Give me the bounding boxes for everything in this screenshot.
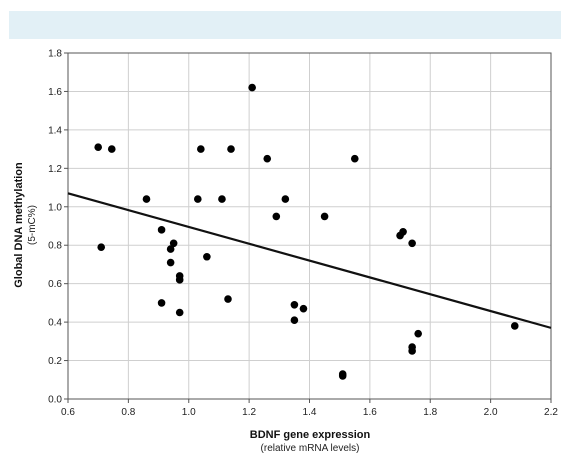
x-tick-label: 1.4 xyxy=(303,407,317,418)
data-point xyxy=(510,322,519,330)
data-point xyxy=(290,301,299,309)
data-point xyxy=(320,212,329,221)
data-points xyxy=(94,83,519,380)
data-point xyxy=(94,143,102,151)
data-point xyxy=(166,245,175,253)
y-tick-label: 1.4 xyxy=(48,125,62,136)
data-point xyxy=(97,243,106,251)
trend-line xyxy=(67,192,552,329)
x-axis-ticks: 0.6 0.8 1.0 1.2 1.4 1.6 1.8 2.0 2.2 xyxy=(61,399,558,418)
data-point xyxy=(218,195,226,203)
data-point xyxy=(203,252,211,261)
data-point xyxy=(263,154,272,163)
x-tick-label: 2.2 xyxy=(544,407,558,418)
y-tick-label: 0.0 xyxy=(48,395,62,406)
x-tick-label: 2.0 xyxy=(484,407,498,418)
y-tick-label: 1.2 xyxy=(48,164,62,175)
data-point xyxy=(414,329,422,338)
data-point xyxy=(227,145,235,153)
data-point xyxy=(107,145,116,153)
data-point xyxy=(157,226,166,234)
y-tick-label: 1.0 xyxy=(48,202,62,213)
y-tick-label: 0.6 xyxy=(48,279,62,290)
y-tick-label: 1.6 xyxy=(48,87,62,98)
data-point xyxy=(290,316,299,324)
data-point xyxy=(224,295,232,303)
header-band xyxy=(9,11,561,39)
x-axis-title: BDNF gene expression xyxy=(250,429,371,441)
data-point xyxy=(194,195,202,203)
data-point xyxy=(169,239,178,248)
data-point xyxy=(299,304,308,313)
data-point xyxy=(350,154,359,163)
data-point xyxy=(281,195,290,203)
x-tick-label: 0.6 xyxy=(61,407,75,418)
data-point xyxy=(197,145,205,153)
x-tick-label: 1.6 xyxy=(363,407,377,418)
y-axis-ticks: 0.0 0.2 0.4 0.6 0.8 1.0 1.2 1.4 1.6 1.8 xyxy=(48,49,68,406)
y-tick-label: 0.2 xyxy=(48,356,62,367)
x-tick-label: 1.8 xyxy=(423,407,437,418)
y-axis-title: Global DNA methylation xyxy=(13,162,25,288)
x-tick-label: 1.0 xyxy=(182,407,196,418)
x-axis-subtitle: (relative mRNA levels) xyxy=(261,443,360,454)
data-point xyxy=(175,308,184,317)
y-tick-label: 0.4 xyxy=(48,318,62,329)
data-point xyxy=(166,258,175,267)
x-tick-label: 0.8 xyxy=(121,407,135,418)
data-point xyxy=(338,370,347,378)
data-point xyxy=(248,83,256,92)
y-tick-label: 1.8 xyxy=(48,49,62,60)
y-axis-subtitle: (5-mC%) xyxy=(27,205,38,245)
data-point xyxy=(408,239,416,248)
data-point xyxy=(157,299,166,307)
data-point xyxy=(272,212,281,221)
data-point xyxy=(408,347,416,355)
data-point xyxy=(399,227,407,236)
data-point xyxy=(142,195,151,203)
data-point xyxy=(175,276,184,284)
y-tick-label: 0.8 xyxy=(48,241,62,252)
x-tick-label: 1.2 xyxy=(242,407,256,418)
